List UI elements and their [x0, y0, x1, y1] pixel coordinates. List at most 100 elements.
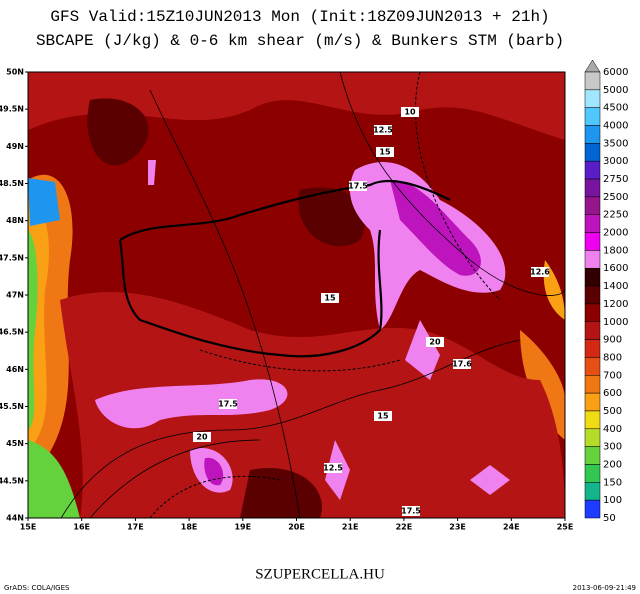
contour-label: 20 [429, 338, 441, 347]
lon-label: 25E [557, 523, 574, 532]
contour-label-bg [219, 399, 237, 409]
lat-label: 48.5N [0, 179, 24, 188]
contour-label-bg [324, 463, 342, 473]
colorbar-box [584, 285, 601, 305]
lat-label: 47N [6, 291, 24, 300]
contour-label-bg [426, 337, 444, 347]
colorbar-label: 1400 [603, 281, 628, 292]
contour-label-bg [374, 411, 392, 421]
colorbar-box [584, 446, 601, 465]
lat-label: 47.5N [0, 253, 24, 262]
colorbar-label: 2000 [603, 228, 628, 239]
colorbar-box [584, 499, 601, 519]
lat-label: 44N [6, 514, 24, 523]
map-field [28, 72, 565, 518]
contour-label: 12.6 [530, 268, 550, 277]
contour-label-bg [402, 506, 420, 516]
colorbar-cap [584, 59, 601, 73]
contour-label-bg [401, 107, 419, 117]
contour-label: 15 [379, 148, 391, 157]
colorbar-box [584, 232, 601, 251]
lat-label: 48N [6, 216, 24, 225]
colorbar-label: 600 [603, 388, 622, 399]
colorbar-label: 200 [603, 459, 622, 470]
colorbar-label: 3000 [603, 156, 628, 167]
lon-label: 16E [73, 523, 90, 532]
colorbar-box [584, 178, 601, 198]
contour-label-bg [349, 181, 367, 191]
timestamp: 2013-06-09-21:49 [573, 584, 636, 592]
colorbar-box [584, 339, 601, 358]
lat-label: 45N [6, 439, 24, 448]
colorbar-label: 6000 [603, 67, 628, 78]
colorbar-box [584, 250, 601, 269]
contour-label-bg [453, 359, 471, 369]
colorbar-label: 150 [603, 477, 622, 488]
lat-label: 46N [6, 365, 24, 374]
colorbar-box [584, 464, 601, 483]
colorbar-box [584, 89, 601, 108]
colorbar-label: 4000 [603, 121, 628, 132]
credit: GrADS: COLA/IGES [4, 584, 70, 592]
lat-label: 44.5N [0, 476, 24, 485]
colorbar-label: 2750 [603, 174, 628, 185]
colorbar-label: 1000 [603, 317, 628, 328]
contour-label-bg [193, 432, 211, 442]
contour-label: 20 [196, 433, 208, 442]
contour-label: 17.5 [218, 400, 238, 409]
colorbar-label: 300 [603, 442, 622, 453]
title-line: SBCAPE (J/kg) & 0-6 km shear (m/s) & Bun… [36, 32, 564, 50]
colorbar-label: 50 [603, 513, 616, 524]
colorbar-box [584, 410, 601, 430]
colorbar-label: 800 [603, 352, 622, 363]
colorbar-label: 3500 [603, 138, 628, 149]
site-name: SZUPERCELLA.HU [255, 566, 385, 582]
contour-label: 12.5 [323, 464, 343, 473]
colorbar-box [584, 428, 601, 447]
lon-label: 23E [449, 523, 466, 532]
lat-label: 49.5N [0, 105, 24, 114]
colorbar-label: 1600 [603, 263, 628, 274]
colorbar-label: 500 [603, 406, 622, 417]
lon-label: 19E [234, 523, 251, 532]
contour-label: 17.6 [452, 360, 472, 369]
colorbar-box [584, 160, 601, 180]
lon-label: 24E [503, 523, 520, 532]
colorbar-box [584, 303, 601, 323]
colorbar-box [584, 375, 601, 394]
colorbar-label: 5000 [603, 85, 628, 96]
colorbar-box [584, 357, 601, 376]
colorbar-box [584, 143, 601, 162]
lat-label: 49N [6, 142, 24, 151]
colorbar-box [584, 482, 601, 501]
colorbar-box [584, 214, 601, 233]
contour-label: 15 [377, 412, 389, 421]
lat-label: 50N [6, 68, 24, 77]
contour-label-bg [531, 267, 549, 277]
colorbar-label: 400 [603, 424, 622, 435]
lon-label: 20E [288, 523, 305, 532]
contour-label: 10 [404, 108, 416, 117]
colorbar-box [584, 125, 601, 144]
colorbar-box [584, 392, 601, 412]
title-line: GFS Valid:15Z10JUN2013 Mon (Init:18Z09JU… [50, 8, 549, 26]
colorbar-box [584, 196, 601, 215]
colorbar-box [584, 107, 601, 126]
colorbar-label: 1200 [603, 299, 628, 310]
colorbar-box [584, 321, 601, 340]
colorbar-label: 2500 [603, 192, 628, 203]
lat-label: 46.5N [0, 328, 24, 337]
lon-label: 22E [396, 523, 413, 532]
colorbar-box [584, 71, 601, 91]
colorbar-label: 900 [603, 335, 622, 346]
colorbar-label: 1800 [603, 245, 628, 256]
contour-label: 15 [324, 294, 336, 303]
lon-label: 17E [127, 523, 144, 532]
colorbar-label: 100 [603, 495, 622, 506]
contour-label-bg [376, 147, 394, 157]
lon-label: 21E [342, 523, 359, 532]
lon-label: 15E [20, 523, 37, 532]
colorbar-label: 700 [603, 370, 622, 381]
contour-label-bg [321, 293, 339, 303]
